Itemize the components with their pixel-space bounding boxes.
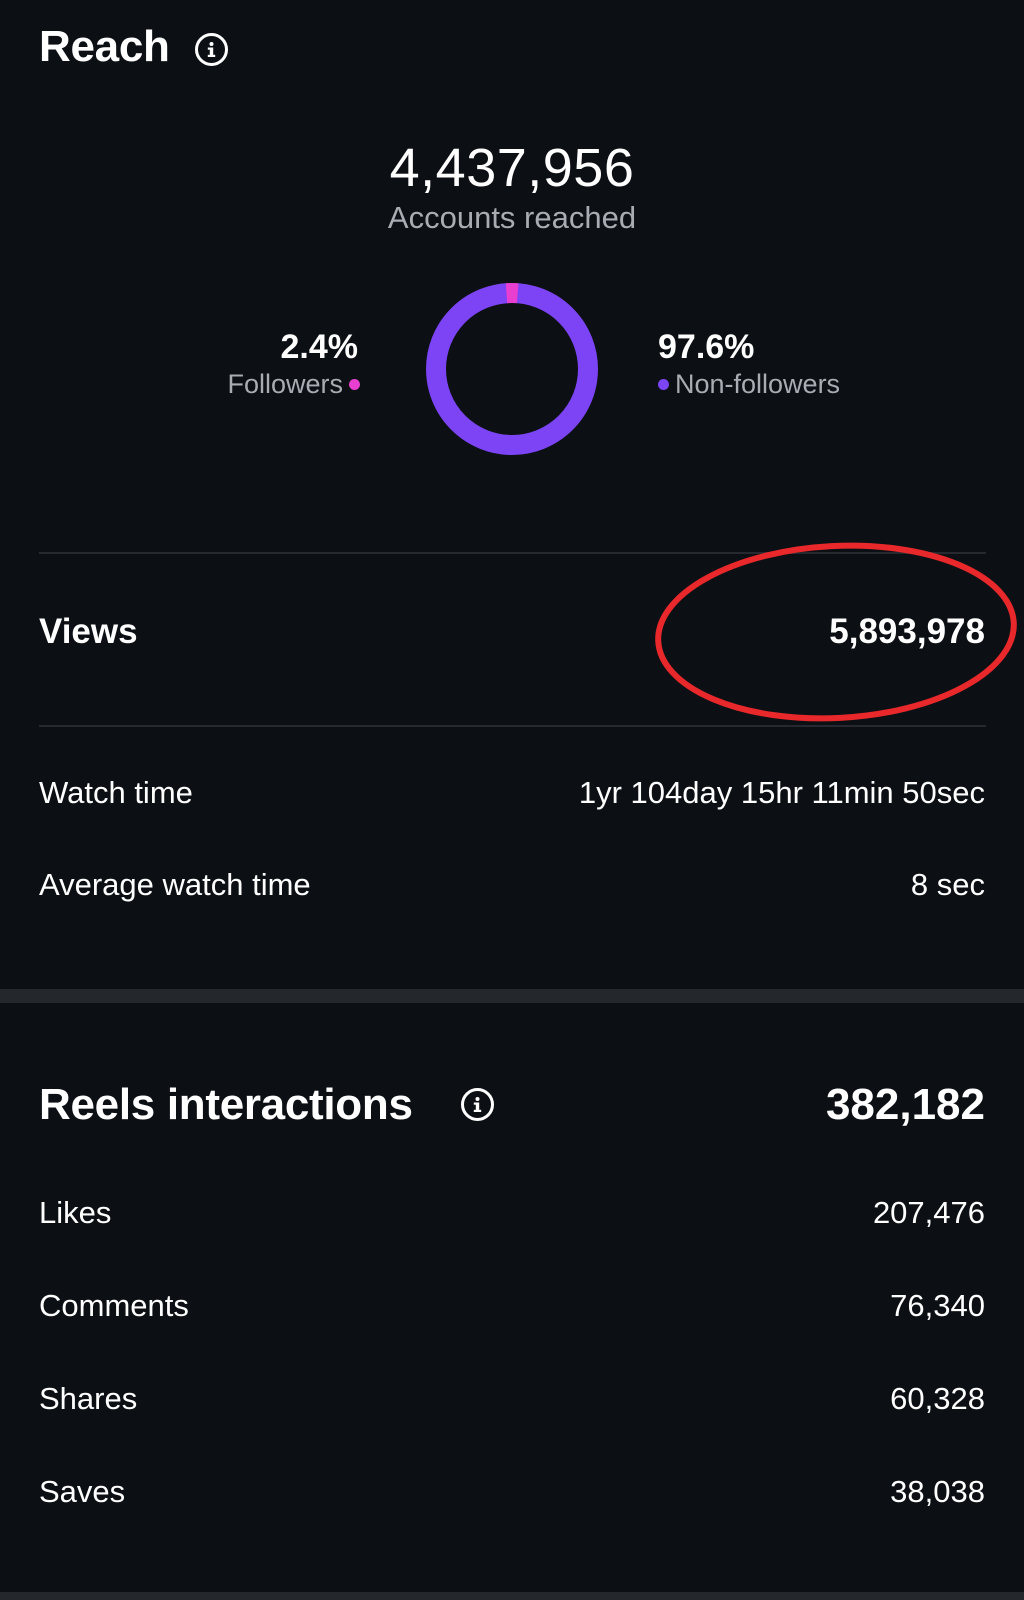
annotation-circle	[655, 542, 1017, 722]
non-followers-dot	[658, 379, 669, 390]
non-followers-legend-label: Non-followers	[675, 369, 841, 399]
saves-label: Saves	[39, 1474, 126, 1509]
reach-title-text: Reach	[39, 22, 170, 71]
accounts-reached-value: 4,437,956	[389, 138, 635, 198]
reach-donut-chart	[426, 283, 598, 455]
likes-label: Likes	[39, 1195, 112, 1230]
section-separator	[0, 989, 1024, 1003]
info-icon[interactable]	[461, 1088, 494, 1121]
donut-non-followers-segment	[426, 283, 598, 455]
non-followers-legend: Non-followers	[658, 369, 840, 400]
shares-value: 60,328	[890, 1381, 985, 1416]
followers-legend: Followers	[227, 369, 360, 400]
reels-interactions-title: Reels interactions	[39, 1080, 413, 1130]
comments-label: Comments	[39, 1288, 189, 1323]
saves-value: 38,038	[890, 1474, 985, 1509]
reels-interactions-total: 382,182	[825, 1080, 985, 1129]
followers-legend-label: Followers	[227, 369, 343, 399]
accounts-reached-label: Accounts reached	[387, 200, 637, 235]
followers-percent: 2.4%	[280, 328, 359, 366]
views-value: 5,893,978	[829, 612, 985, 651]
views-label: Views	[39, 612, 138, 651]
reels-interactions-title-text: Reels interactions	[39, 1080, 413, 1129]
watch-time-value: 1yr 104day 15hr 11min 50sec	[578, 775, 985, 810]
divider	[39, 725, 986, 727]
comments-value: 76,340	[890, 1288, 985, 1323]
shares-label: Shares	[39, 1381, 138, 1416]
followers-dot	[349, 379, 360, 390]
likes-value: 207,476	[872, 1195, 985, 1230]
section-separator	[0, 1592, 1024, 1600]
watch-time-label: Watch time	[39, 775, 193, 810]
info-icon[interactable]	[195, 33, 228, 66]
average-watch-time-value: 8 sec	[910, 867, 985, 902]
average-watch-time-label: Average watch time	[39, 867, 311, 902]
donut-followers-segment	[426, 283, 598, 455]
divider	[39, 552, 986, 554]
reach-title: Reach	[39, 22, 170, 72]
non-followers-percent: 97.6%	[658, 328, 755, 366]
